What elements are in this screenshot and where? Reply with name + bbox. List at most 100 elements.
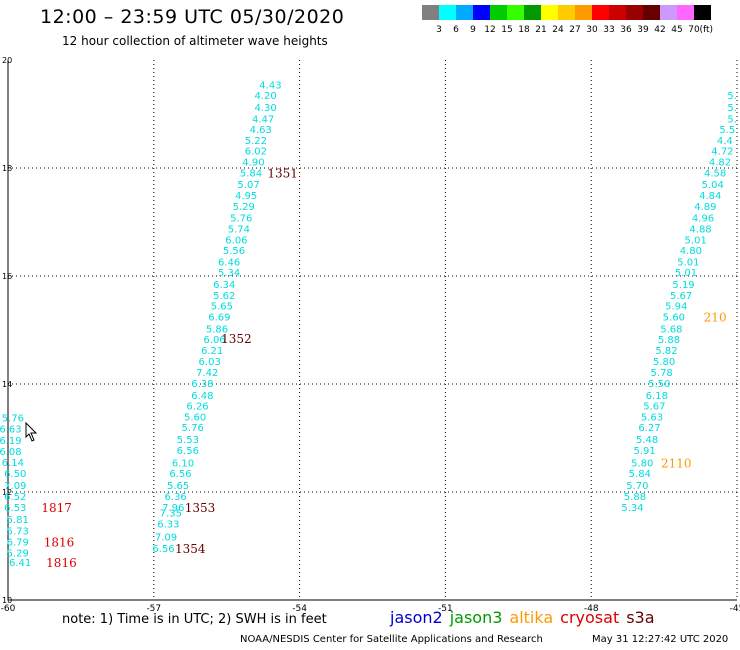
colorbar-swatch [490,5,507,20]
swh-value: 5.5 [719,125,735,136]
colorbar-swatch [473,5,490,20]
swh-value: 5.29 [233,202,255,213]
colorbar-swatch [422,5,439,20]
x-tick-label: -45 [730,604,740,614]
chart-marks: 4.434.204.304.474.635.226.024.905.845.07… [0,80,737,570]
swh-value: 4.84 [699,191,721,202]
colorbar-swatch [626,5,643,20]
pass-time-label: 1816 [44,536,75,550]
pass-time-label: 1352 [221,332,252,346]
swh-value: 5.80 [653,357,675,368]
pass-time-label: 210 [704,311,727,325]
colorbar-swatch [660,5,677,20]
track-track2: 5.766.636.196.086.146.507.096.526.535.81… [0,413,77,570]
swh-value: 4.47 [252,114,274,125]
swh-value: 5.65 [167,481,189,492]
swh-value: 5.19 [672,280,694,291]
swh-value: 6.79 [7,538,29,549]
swh-value: 5.01 [685,235,707,246]
y-tick-label: 12 [2,488,12,497]
x-tick-label: -57 [146,604,161,614]
swh-value: 5.67 [643,402,665,413]
y-tick-label: 16 [2,272,12,281]
colorbar-swatch [694,5,711,20]
swh-value: 6.34 [213,280,235,291]
swh-value: 5.29 [7,548,29,559]
colorbar-swatch [643,5,660,20]
swh-value: 6.48 [191,391,213,402]
swh-value: 5. [727,91,737,102]
swh-value: 5.50 [648,379,670,390]
swh-value: 5.81 [7,515,29,526]
swh-value: 5.60 [184,412,206,423]
track-track1: 4.434.204.304.474.635.226.024.905.845.07… [152,80,297,556]
swh-value: 5.53 [177,435,199,446]
swh-value: 4.30 [254,103,276,114]
colorbar-label: 9 [470,25,476,35]
colorbar-swatch [592,5,609,20]
swh-value: 6.10 [172,458,194,469]
x-tick-label: -51 [438,604,453,614]
colorbar-label: 21 [535,25,546,35]
satellite-legend: jason2 jason3 altika cryosat s3a [390,608,662,627]
swh-value: 6.19 [0,436,22,447]
swh-value: 4.82 [709,158,731,169]
swh-value: 5.07 [237,180,259,191]
colorbar-label: 39 [637,25,649,35]
swh-value: 4.96 [692,214,714,225]
colorbar-legend: 3 6 9 12 15 18 21 24 27 30 33 36 39 42 45 70 (ft) [422,5,713,35]
swh-value: 6.52 [4,492,26,503]
swh-value: 6.63 [0,424,22,435]
chart-axes: -60 -57 -54 -51 -48 -45 10 12 14 16 18 20 [1,56,740,614]
swh-value: 6.56 [177,446,199,457]
footer-credit: NOAA/NESDIS Center for Satellite Applica… [240,634,543,645]
swh-value: 6.06 [203,335,225,346]
colorbar-label: 36 [620,25,632,35]
swh-value: 4.88 [689,224,711,235]
swh-value: 5.48 [636,435,658,446]
swh-value: 5.67 [670,291,692,302]
swh-value: 4.20 [254,91,276,102]
colorbar-swatch [609,5,626,20]
chart-grid [8,60,738,600]
swh-value: 4.63 [250,125,272,136]
pass-time-label: 1816 [46,556,77,570]
swh-value: 5.88 [624,492,646,503]
colorbar-swatch [524,5,541,20]
swh-value: 5.76 [230,214,252,225]
swh-value: 6.56 [169,469,191,480]
swh-value: 6.69 [208,313,230,324]
swh-value: 5. [727,114,737,125]
swh-value: 6.53 [4,503,26,514]
y-tick-label: 10 [2,596,12,605]
satellite-legend-item: cryosat [560,608,620,627]
swh-value: 5.22 [245,136,267,147]
swh-value: 6.06 [225,235,247,246]
swh-value: 6.27 [638,423,660,434]
satellite-legend-item: s3a [626,608,655,627]
colorbar-swatch [456,5,473,20]
y-tick-label: 20 [2,56,12,65]
swh-value: 6.36 [165,492,187,503]
colorbar-label: 15 [501,25,512,35]
swh-value: 6.21 [201,346,223,357]
swh-value: 5.86 [206,324,228,335]
swh-value: 4.43 [259,80,281,91]
colorbar-unit: (ft) [699,25,713,35]
swh-value: 5.56 [223,246,245,257]
swh-value: 4.95 [235,191,257,202]
colorbar-label: 12 [484,25,495,35]
colorbar-label: 6 [453,25,459,35]
colorbar-label: 24 [552,25,564,35]
swh-value: 4.90 [242,158,264,169]
colorbar-swatch [575,5,592,20]
swh-value: 6.41 [9,558,31,569]
colorbar-swatch [507,5,524,20]
swh-value: 7.35 [160,509,182,520]
swh-value: 6.03 [199,357,221,368]
y-tick-label: 14 [2,380,12,389]
swh-value: 7.42 [196,368,218,379]
swh-value: 5.76 [2,413,24,424]
swh-value: 5.34 [621,503,643,514]
swh-value: 5.91 [634,446,656,457]
